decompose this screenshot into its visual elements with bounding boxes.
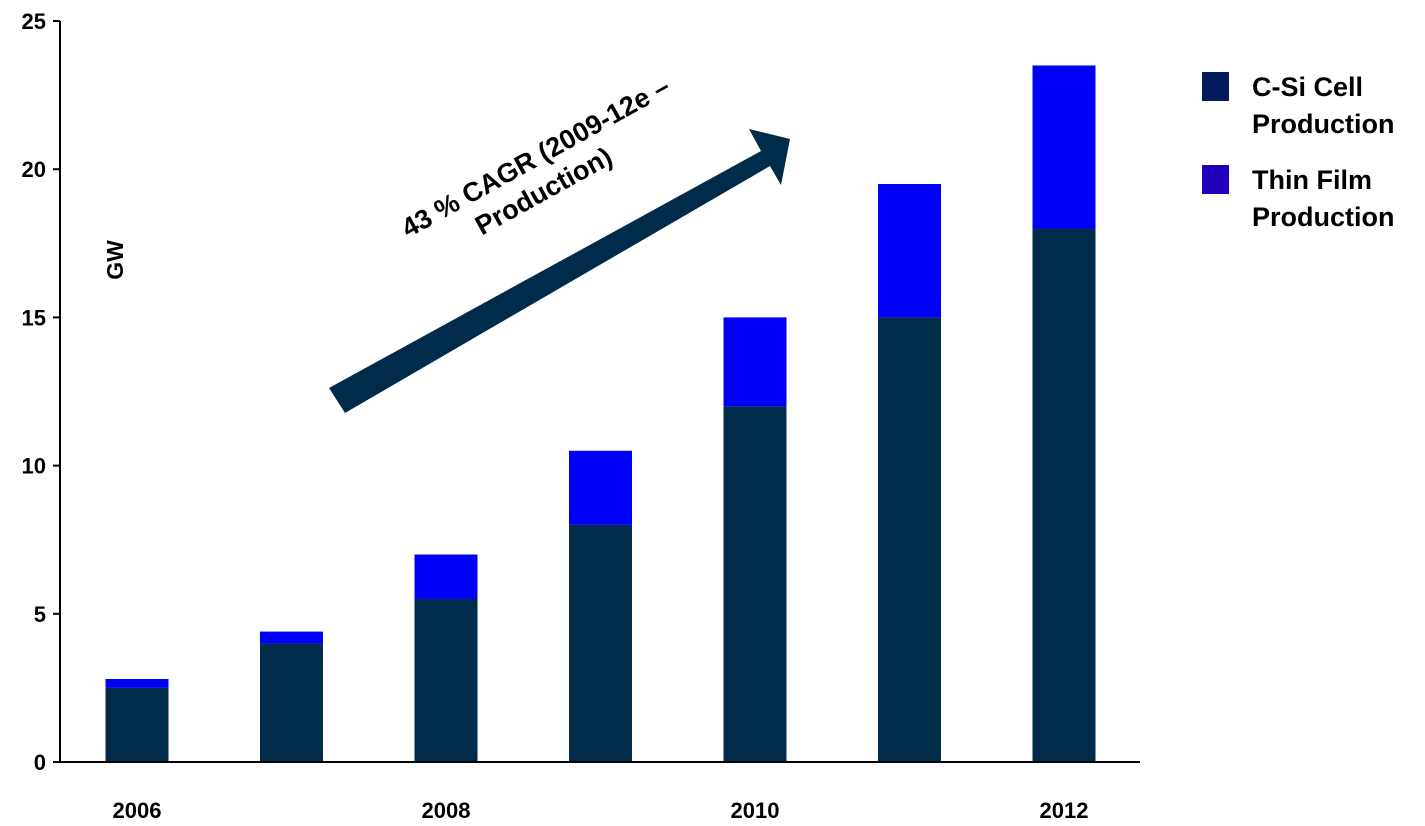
x-tick-label: 2006 — [113, 798, 162, 823]
bar-thin-film-2012 — [1032, 65, 1096, 229]
cagr-annotation: 43 % CAGR (2009-12e – Production) — [329, 71, 790, 413]
cagr-arrow — [329, 129, 790, 413]
y-tick-label: 15 — [22, 305, 46, 330]
legend-swatch-thin-film — [1202, 165, 1229, 194]
legend-label-thin-film-line1: Thin Film — [1252, 165, 1372, 195]
x-ticks: 2006 2008 2010 2012 — [113, 798, 1089, 823]
bar-c-si-2008 — [414, 598, 478, 762]
legend-label-c-si-line1: C-Si Cell — [1252, 72, 1363, 102]
bar-thin-film-2007 — [260, 631, 323, 644]
y-tick-label: 10 — [22, 454, 46, 479]
y-tick-label: 25 — [22, 9, 46, 34]
bar-c-si-2006 — [105, 687, 169, 762]
bar-thin-film-2009 — [569, 450, 632, 525]
bar-c-si-2010 — [723, 406, 787, 762]
x-tick-label: 2010 — [731, 798, 780, 823]
y-axis-title: GW — [102, 240, 128, 280]
y-tick-label: 20 — [22, 157, 46, 182]
bar-c-si-2012 — [1032, 228, 1096, 763]
y-tick-label: 5 — [34, 602, 46, 627]
bar-c-si-2011 — [878, 317, 941, 762]
bar-thin-film-2008 — [414, 554, 478, 599]
legend-label-thin-film-line2: Production — [1252, 202, 1395, 232]
cagr-label-line1: 43 % CAGR (2009-12e – — [396, 71, 674, 243]
y-ticks: 0 5 10 15 20 25 — [22, 9, 60, 775]
bar-thin-film-2010 — [723, 317, 787, 407]
y-tick-label: 0 — [34, 750, 46, 775]
legend-swatch-c-si — [1202, 72, 1229, 101]
x-tick-label: 2008 — [422, 798, 471, 823]
axes — [59, 21, 1140, 763]
bars — [105, 65, 1096, 763]
x-tick-label: 2012 — [1040, 798, 1089, 823]
bar-thin-film-2006 — [105, 679, 169, 688]
legend-label-c-si-line2: Production — [1252, 109, 1395, 139]
bar-thin-film-2011 — [878, 184, 941, 318]
bar-c-si-2009 — [569, 524, 632, 762]
legend: C-Si Cell Production Thin Film Productio… — [1202, 72, 1395, 232]
bar-c-si-2007 — [260, 643, 323, 762]
